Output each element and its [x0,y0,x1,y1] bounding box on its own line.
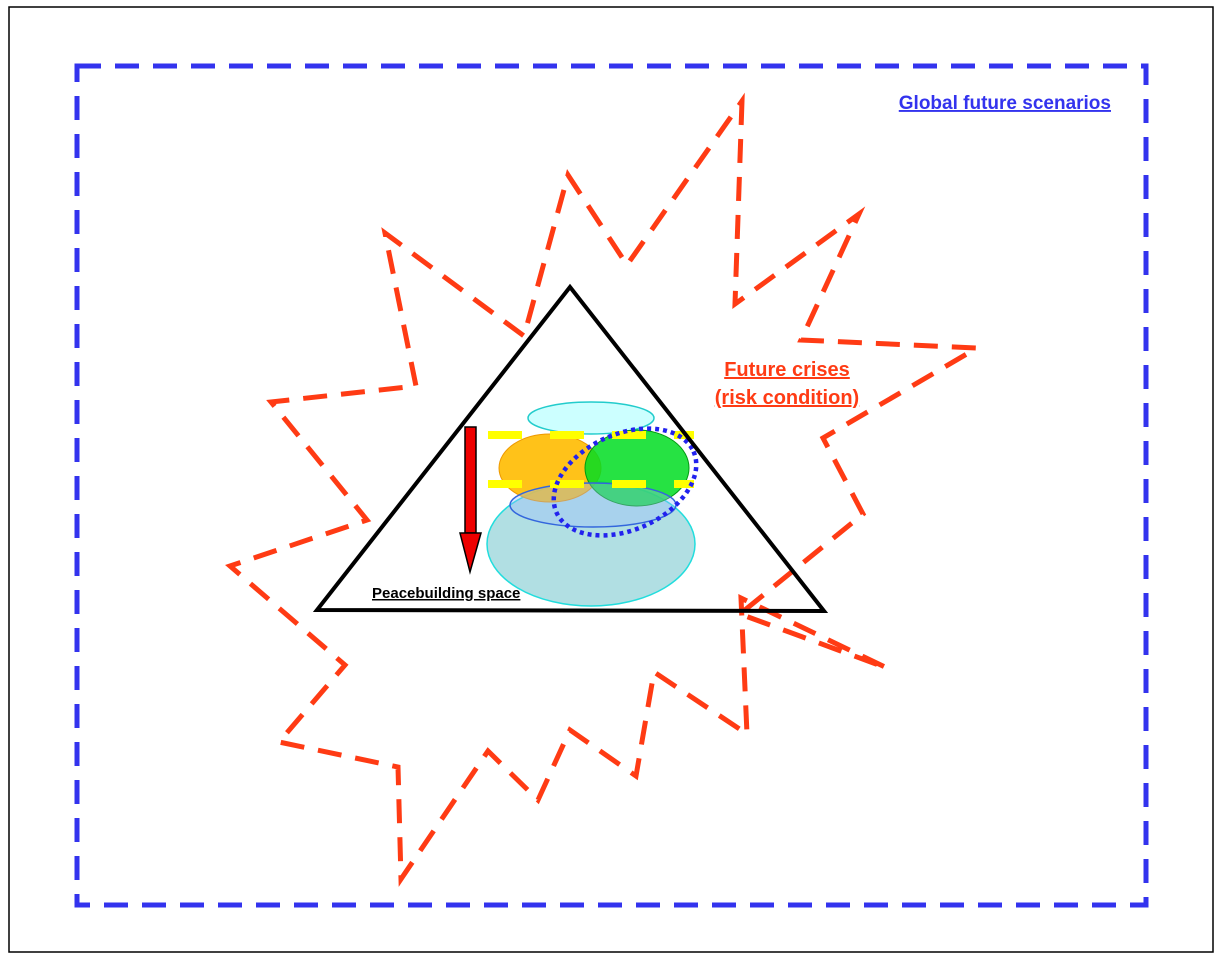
global-scenarios-label: Global future scenarios [899,93,1111,114]
peacebuilding-space-label: Peacebuilding space [372,585,520,602]
green-ellipse [584,429,690,507]
dotted-focus-ellipse [551,426,699,538]
risk-condition-label: (risk condition) [715,387,859,409]
peacebuilding-triangle [312,283,829,614]
top-cyan-ellipse [527,401,655,435]
down-arrow-icon [459,426,482,575]
future-crises-starburst [225,92,986,887]
future-crises-label: Future crises [724,359,850,381]
outer-frame [8,6,1214,953]
global-scenarios-box [74,63,1149,908]
